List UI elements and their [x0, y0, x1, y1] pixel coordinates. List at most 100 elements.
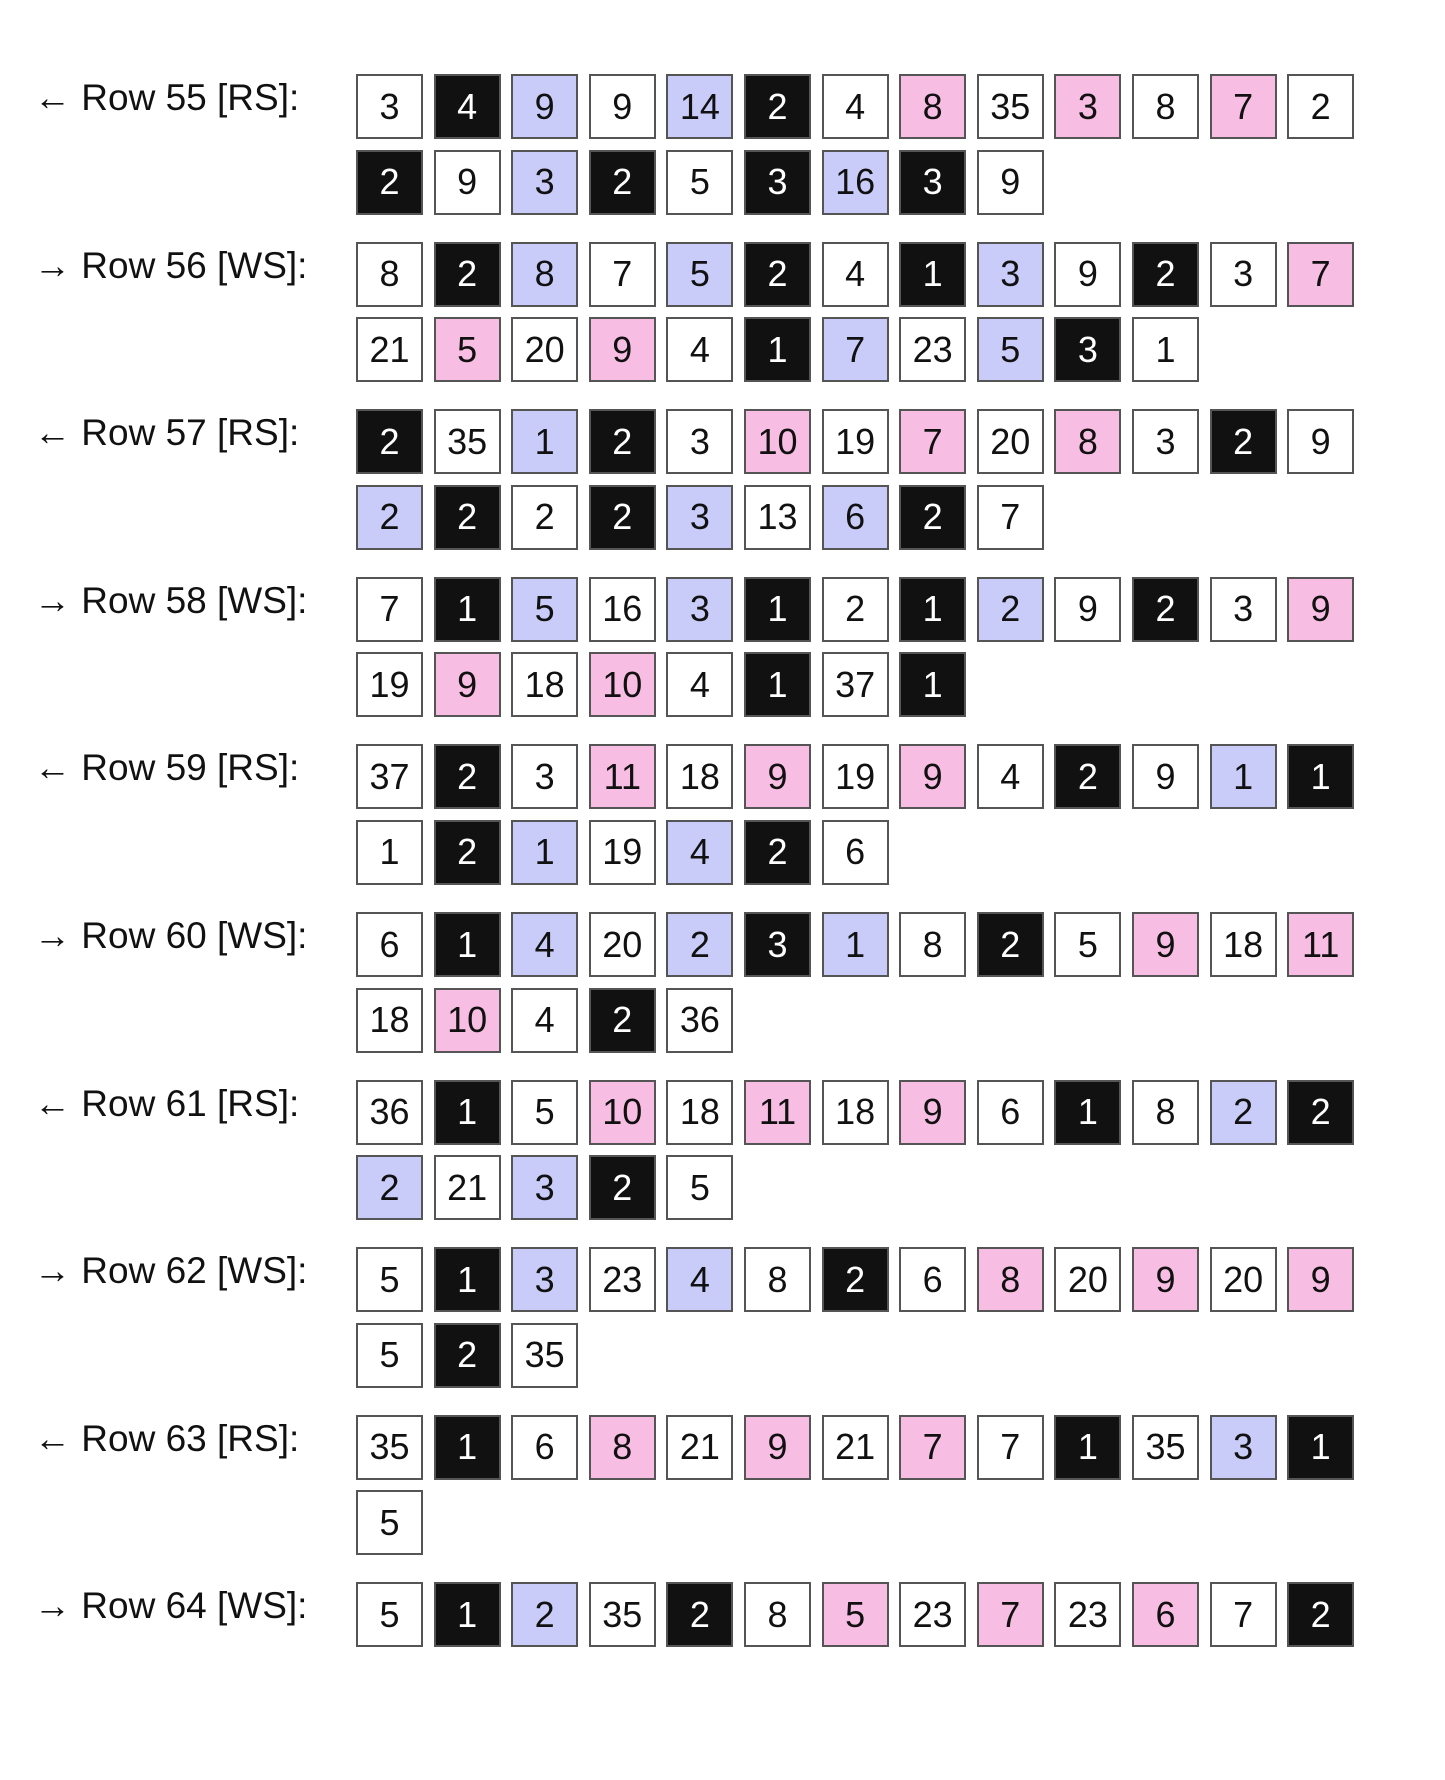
- stitch-cell: 1: [744, 576, 811, 642]
- stitch-cell: 3: [1209, 241, 1277, 307]
- stitch-cell: 9: [1287, 409, 1355, 475]
- stitch-cell: 6: [511, 1414, 579, 1480]
- row-label: → Row 62 [WS]:: [34, 1250, 308, 1292]
- stitch-cell: 2: [511, 484, 579, 550]
- stitch-cell: 8: [976, 1247, 1044, 1313]
- stitch-cell: 2: [1209, 409, 1277, 475]
- stitch-cell: 2: [433, 484, 501, 550]
- stitch-cell: 2: [588, 1155, 656, 1221]
- stitch-cell: 1: [1132, 317, 1199, 383]
- stitch-cell: 1: [1054, 1079, 1122, 1145]
- stitch-cell: 3: [1209, 576, 1277, 642]
- stitch-cell: 3: [511, 1155, 579, 1221]
- stitch-cell: 20: [588, 912, 656, 977]
- stitch-cell: 7: [976, 484, 1044, 550]
- stitch-cell: 8: [588, 1414, 656, 1480]
- stitch-cell: 18: [511, 652, 579, 718]
- stitch-cell: 2: [1132, 576, 1199, 642]
- stitch-cell: 2: [744, 241, 811, 307]
- stitch-cell: 9: [588, 74, 656, 139]
- stitch-cell: 35: [976, 74, 1044, 139]
- stitch-cell: 9: [433, 652, 501, 718]
- stitch-cell: 23: [1054, 1582, 1122, 1648]
- stitch-cell: 9: [1132, 744, 1199, 810]
- stitch-cell: 8: [744, 1247, 811, 1313]
- stitch-cell: 2: [744, 74, 811, 139]
- stitch-cell: 4: [666, 819, 734, 885]
- stitch-cell: 18: [821, 1079, 889, 1145]
- stitch-cell: 5: [356, 1490, 423, 1556]
- stitch-cell: 5: [666, 1155, 734, 1221]
- stitch-cell: 1: [1287, 1414, 1355, 1480]
- stitch-cell: 16: [588, 576, 656, 642]
- stitch-cell: 4: [666, 1247, 734, 1313]
- stitch-cell: 8: [1132, 1079, 1199, 1145]
- stitch-cell: 3: [511, 744, 579, 810]
- stitch-cell: 2: [744, 819, 811, 885]
- stitch-cell: 9: [976, 149, 1044, 215]
- stitch-cell: 9: [588, 317, 656, 383]
- stitch-cell: 2: [356, 149, 423, 215]
- stitch-cell: 9: [1132, 1247, 1199, 1313]
- stitch-cell: 7: [899, 1414, 967, 1480]
- stitch-cell: 2: [821, 576, 889, 642]
- stitch-cell: 6: [976, 1079, 1044, 1145]
- stitch-cell: 1: [1054, 1414, 1122, 1480]
- stitch-cell: 2: [356, 484, 423, 550]
- stitch-cell: 9: [899, 1079, 967, 1145]
- stitch-cell: 7: [899, 409, 967, 475]
- stitch-cell: 2: [433, 1322, 501, 1388]
- row-label: ← Row 63 [RS]:: [34, 1417, 300, 1459]
- stitch-cell: 9: [744, 1414, 811, 1480]
- stitch-cell: 1: [744, 652, 811, 718]
- stitch-cell: 1: [356, 819, 423, 885]
- row-label: ← Row 57 [RS]:: [34, 412, 300, 454]
- stitch-cell: 5: [356, 1582, 423, 1648]
- stitch-cell: 3: [744, 912, 811, 977]
- stitch-cell: 1: [1287, 744, 1355, 810]
- stitch-cell: 5: [356, 1322, 423, 1388]
- stitch-cell: 10: [588, 1079, 656, 1145]
- stitch-cell: 2: [1054, 744, 1122, 810]
- stitch-cell: 7: [976, 1414, 1044, 1480]
- stitch-cell: 5: [666, 149, 734, 215]
- stitch-cell: 5: [511, 576, 579, 642]
- stitch-cell: 4: [976, 744, 1044, 810]
- stitch-cell: 20: [1054, 1247, 1122, 1313]
- stitch-cell: 2: [899, 484, 967, 550]
- stitch-cell: 18: [666, 744, 734, 810]
- stitch-cell: 35: [433, 409, 501, 475]
- stitch-cell: 4: [666, 317, 734, 383]
- stitch-cell: 21: [821, 1414, 889, 1480]
- stitch-cell: 2: [976, 576, 1044, 642]
- stitch-cell: 5: [433, 317, 501, 383]
- stitch-cell: 1: [511, 409, 579, 475]
- stitch-cell: 4: [666, 652, 734, 718]
- stitch-cell: 9: [1054, 241, 1122, 307]
- stitch-cell: 2: [666, 1582, 734, 1648]
- stitch-cell: 2: [433, 241, 501, 307]
- row-label: → Row 56 [WS]:: [34, 244, 308, 286]
- stitch-cell: 5: [1054, 912, 1122, 977]
- stitch-cell: 19: [588, 819, 656, 885]
- stitch-cell: 3: [666, 409, 734, 475]
- stitch-cell: 1: [1209, 744, 1277, 810]
- stitch-cell: 4: [511, 987, 579, 1053]
- stitch-cell: 11: [588, 744, 656, 810]
- stitch-cell: 23: [588, 1247, 656, 1313]
- stitch-cell: 20: [976, 409, 1044, 475]
- stitch-cell: 7: [976, 1582, 1044, 1648]
- stitch-cell: 3: [1132, 409, 1199, 475]
- row-label: ← Row 55 [RS]:: [34, 77, 300, 118]
- stitch-cell: 36: [666, 987, 734, 1053]
- stitch-cell: 7: [588, 241, 656, 307]
- stitch-cell: 21: [433, 1155, 501, 1221]
- stitch-cell: 8: [356, 241, 423, 307]
- stitch-cell: 3: [1054, 317, 1122, 383]
- stitch-cell: 4: [433, 74, 501, 139]
- stitch-cell: 11: [1287, 912, 1355, 977]
- stitch-cell: 2: [1209, 1079, 1277, 1145]
- stitch-cell: 3: [744, 149, 811, 215]
- stitch-cell: 8: [1054, 409, 1122, 475]
- stitch-cell: 35: [511, 1322, 579, 1388]
